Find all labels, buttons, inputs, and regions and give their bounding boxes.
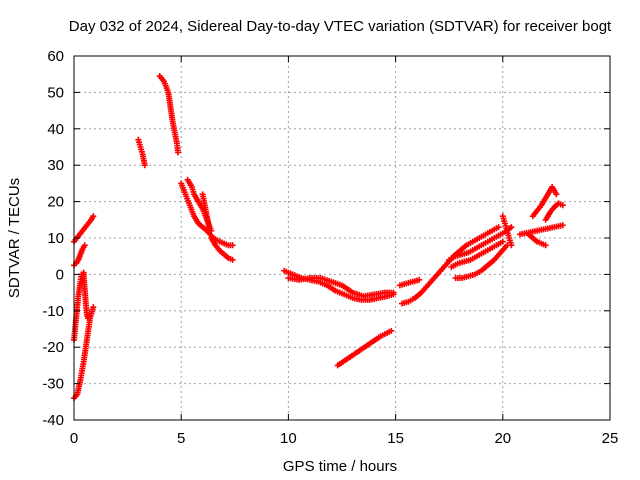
x-tick-label: 0 xyxy=(70,430,78,447)
series-arc-l xyxy=(281,267,397,303)
y-tick-label: 60 xyxy=(47,48,64,65)
series-arc-m xyxy=(285,275,397,300)
y-tick-label: 50 xyxy=(47,84,64,101)
axis-ticks: 0 5 10 15 20 25 -40 -30 -20 -10 0 10 20 30 40 50 60 xyxy=(42,48,618,447)
series-arc-v xyxy=(529,184,560,220)
data-point xyxy=(90,213,97,220)
y-tick-label: 20 xyxy=(47,194,64,211)
data-point xyxy=(90,304,97,311)
series-arc-f xyxy=(135,136,148,169)
data-point xyxy=(508,242,515,249)
series-arc-k xyxy=(208,235,236,263)
y-tick-label: -10 xyxy=(42,303,64,320)
series-arc-o xyxy=(396,276,423,289)
y-tick-label: 40 xyxy=(47,121,64,138)
y-tick-label: -30 xyxy=(42,376,64,393)
data-point xyxy=(559,222,566,229)
data-point xyxy=(81,242,88,249)
series-arc-u xyxy=(516,222,566,238)
series-arc-n xyxy=(334,327,395,369)
data-point xyxy=(229,256,236,263)
series-arc-x xyxy=(525,231,549,249)
x-tick-label: 25 xyxy=(602,430,619,447)
data-point xyxy=(388,327,395,334)
y-tick-label: 30 xyxy=(47,157,64,174)
x-tick-label: 20 xyxy=(494,430,511,447)
data-point xyxy=(499,238,506,245)
series-arc-w xyxy=(542,200,566,223)
data-point xyxy=(229,242,236,249)
series-arc-g xyxy=(156,73,181,156)
series-arc-r xyxy=(452,242,511,282)
series-arc-t xyxy=(499,213,515,249)
x-tick-label: 5 xyxy=(177,430,185,447)
data-point xyxy=(208,227,215,234)
grid xyxy=(74,56,610,420)
data-point xyxy=(508,224,515,231)
series-arc-j xyxy=(199,191,213,231)
y-tick-label: 0 xyxy=(56,266,64,283)
y-axis-label: SDTVAR / TECUs xyxy=(6,178,23,298)
data-points xyxy=(71,73,566,402)
data-point xyxy=(141,162,148,169)
series-arc-e xyxy=(71,304,97,402)
data-point xyxy=(553,191,560,198)
y-tick-label: -20 xyxy=(42,339,64,356)
data-point xyxy=(416,276,423,283)
data-point xyxy=(390,289,397,296)
data-point xyxy=(174,149,181,156)
y-tick-label: 10 xyxy=(47,230,64,247)
x-tick-label: 10 xyxy=(280,430,297,447)
y-tick-label: -40 xyxy=(42,412,64,429)
chart-title: Day 032 of 2024, Sidereal Day-to-day VTE… xyxy=(69,18,612,35)
data-point xyxy=(495,224,502,231)
series-arc-d xyxy=(80,271,91,322)
x-axis-label: GPS time / hours xyxy=(283,458,397,475)
x-tick-label: 15 xyxy=(387,430,404,447)
data-point xyxy=(559,202,566,209)
data-point xyxy=(542,242,549,249)
series-arc-s xyxy=(448,238,506,271)
data-point xyxy=(206,224,213,231)
